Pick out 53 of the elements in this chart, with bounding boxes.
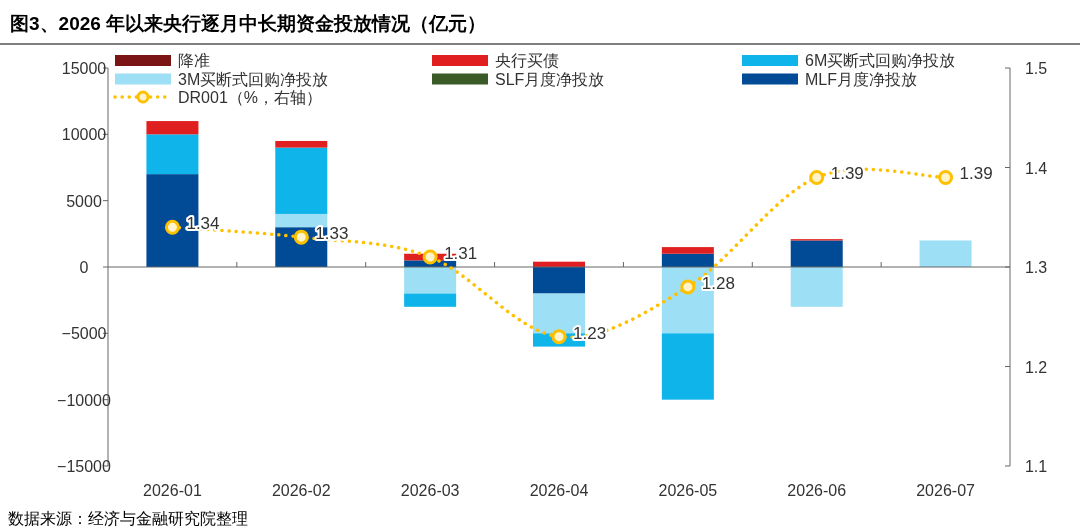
y-tick-label: 15000 xyxy=(61,60,107,77)
y-tick-label: 0 xyxy=(79,259,89,276)
bar xyxy=(146,134,199,175)
point xyxy=(809,169,825,185)
bar xyxy=(790,240,843,267)
bar xyxy=(661,247,714,254)
y-tick-label: −15000 xyxy=(57,458,112,475)
x-tick-label: 2026-05 xyxy=(658,482,718,499)
legend-label: 6M买断式回购净投放 xyxy=(805,52,956,69)
bar xyxy=(275,140,328,148)
bar xyxy=(275,213,328,228)
point xyxy=(164,219,180,235)
x-tick-label: 2026-01 xyxy=(143,482,202,499)
bar xyxy=(919,240,972,267)
source-note: 数据来源：经济与金融研究院整理 xyxy=(8,510,248,527)
x-tick-label: 2026-06 xyxy=(787,482,847,499)
legend-label: SLF月度净投放 xyxy=(495,70,605,88)
legend-label: 3M买断式回购净投放 xyxy=(178,70,329,88)
bar xyxy=(661,333,714,400)
bar xyxy=(404,293,457,307)
data-label: 1.31 xyxy=(444,244,478,264)
x-tick-label: 2026-07 xyxy=(916,482,976,499)
bar xyxy=(404,267,457,294)
point xyxy=(938,169,954,185)
x-tick-label: 2026-04 xyxy=(529,482,589,499)
y2-tick-label: 1.5 xyxy=(1024,60,1048,77)
legend-label: 降准 xyxy=(178,52,210,69)
bar xyxy=(790,267,843,307)
y2-tick-label: 1.1 xyxy=(1024,458,1048,475)
data-label: 1.28 xyxy=(701,273,735,293)
point xyxy=(551,329,567,345)
data-label: 1.39 xyxy=(830,164,864,184)
y-tick-label: 10000 xyxy=(61,126,107,144)
y-tick-label: 5000 xyxy=(66,192,102,210)
bar xyxy=(146,121,199,135)
bar xyxy=(533,267,585,294)
y2-tick-label: 1.2 xyxy=(1024,358,1048,376)
bar xyxy=(275,147,328,214)
chart-title: 图3、2026 年以来央行逐月中长期资金投放情况（亿元） xyxy=(10,13,487,34)
data-label: 1.39 xyxy=(959,164,993,184)
point xyxy=(422,249,438,265)
y-tick-label: −5000 xyxy=(61,325,107,343)
bar xyxy=(661,253,714,267)
y2-tick-label: 1.4 xyxy=(1024,159,1048,177)
point xyxy=(680,279,696,295)
legend-label: DR001（%，右轴） xyxy=(178,89,323,106)
y-tick-label: −10000 xyxy=(57,391,112,409)
x-tick-label: 2026-02 xyxy=(271,482,331,499)
legend-label: MLF月度净投放 xyxy=(805,70,917,88)
y2-tick-label: 1.3 xyxy=(1024,259,1048,276)
point xyxy=(293,229,309,245)
legend-label: 央行买债 xyxy=(495,52,559,69)
x-tick-label: 2026-03 xyxy=(400,482,460,499)
